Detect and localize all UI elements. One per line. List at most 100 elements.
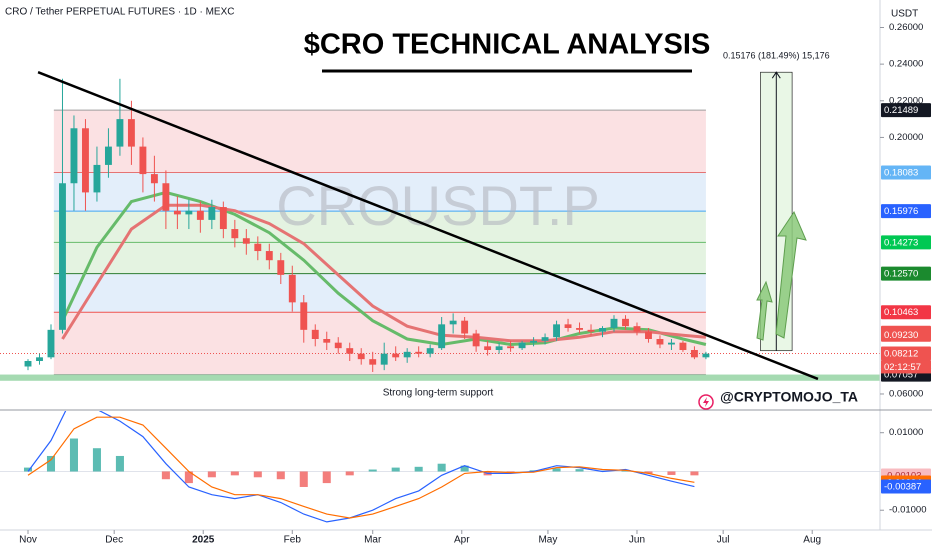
macd-histogram — [391, 467, 400, 472]
candle-body — [380, 353, 388, 365]
candle-body — [587, 329, 595, 332]
candle-body — [104, 146, 112, 165]
y-tick-label: 0.24000 — [889, 59, 923, 70]
candle-body — [392, 353, 400, 358]
candle-body — [196, 210, 204, 220]
x-tick-label: Mar — [364, 535, 382, 546]
candle-body — [70, 128, 78, 184]
candle-body — [185, 210, 193, 215]
x-tick-label: May — [538, 535, 557, 546]
y-tick-label: 0.06000 — [889, 388, 923, 399]
price-badge — [881, 305, 931, 320]
candle-body — [150, 174, 158, 184]
macd-histogram — [552, 468, 561, 472]
support-label: Strong long-term support — [383, 387, 494, 398]
candle-body — [449, 320, 457, 325]
arrow-large — [775, 210, 807, 339]
macd-histogram — [184, 471, 193, 484]
macd-histogram — [575, 469, 584, 472]
fib-band — [53, 110, 706, 173]
price-badge-label: 0.12570 — [884, 269, 918, 280]
candle-body — [484, 346, 492, 350]
macd-histogram — [230, 471, 239, 476]
candle-body — [656, 339, 664, 345]
candle-body — [541, 337, 549, 341]
candle-body — [415, 351, 423, 354]
candle-body — [334, 342, 342, 349]
candle-body — [24, 360, 32, 367]
trendline — [37, 71, 819, 381]
candle-body — [208, 207, 216, 220]
candle-body — [622, 318, 629, 327]
moving-average — [61, 203, 707, 343]
currency: USDT — [891, 9, 918, 20]
macd-histogram — [437, 463, 446, 472]
price-badge-label: 0.21489 — [884, 105, 918, 116]
candle-body — [139, 146, 147, 175]
fib-band — [53, 273, 706, 313]
price-badge — [881, 266, 931, 281]
candle-body — [610, 318, 618, 329]
candle-body — [323, 339, 331, 343]
macd-histogram — [322, 471, 331, 484]
y-tick-label: 0.26000 — [889, 22, 923, 33]
candle-body — [403, 351, 411, 358]
logo-icon — [698, 394, 714, 410]
candle-body — [438, 324, 446, 349]
macd-pane — [0, 411, 880, 523]
candle-body — [357, 353, 365, 360]
candle-body — [702, 353, 710, 358]
price-badge-label: 0.15976 — [884, 206, 918, 217]
header: CRO / Tether PERPETUAL FUTURES · 1D · ME… — [5, 7, 235, 18]
candle-body — [116, 119, 124, 147]
candle-body — [668, 342, 675, 345]
macd-histogram — [690, 471, 699, 476]
candle-body — [36, 357, 43, 361]
candle-body — [127, 119, 135, 147]
candle-body — [59, 183, 66, 330]
macd-histogram — [276, 471, 285, 480]
macd-histogram — [46, 455, 56, 472]
macd-y-tick-label: -0.01000 — [889, 505, 927, 516]
macd-y-tick-label: 0.01000 — [889, 427, 923, 438]
candle-body — [564, 324, 572, 329]
price-badge — [881, 235, 931, 250]
price-badge — [881, 327, 931, 342]
price-badge — [881, 479, 931, 494]
fib-band — [53, 211, 706, 243]
watermark: CROUSDT.P — [276, 174, 600, 237]
price-badge-label: 0.14273 — [884, 237, 918, 248]
macd-histogram — [460, 465, 469, 472]
macd-histogram — [368, 469, 377, 472]
x-tick-label: Jul — [717, 535, 730, 546]
macd-histogram — [253, 471, 262, 478]
macd-histogram — [92, 448, 101, 472]
candle-body — [599, 328, 606, 332]
logo-bolt — [703, 397, 709, 407]
candle-body — [690, 349, 698, 358]
candle-body — [645, 331, 652, 340]
macd-histogram — [414, 466, 423, 472]
candle-body — [495, 346, 503, 350]
macd-histogram — [207, 471, 216, 478]
candle-body — [311, 329, 319, 340]
candle-body — [576, 328, 583, 330]
candle-body — [369, 359, 377, 365]
price-badge-label: 0.10463 — [884, 307, 918, 318]
countdown: 02:12:57 — [884, 362, 921, 373]
candle-body — [472, 333, 480, 347]
candle-body — [288, 274, 296, 303]
arrow-small — [756, 280, 773, 341]
x-tick-label: Nov — [19, 535, 37, 546]
candle-body — [47, 329, 55, 358]
price-badge-label: 0.09230 — [884, 330, 918, 341]
x-tick-label: 2025 — [192, 535, 215, 546]
macd-histogram — [345, 471, 354, 476]
candle-body — [507, 346, 515, 349]
candle-body — [93, 164, 101, 193]
support-zone — [0, 374, 880, 381]
macd-histogram — [23, 467, 33, 472]
candle-body — [346, 348, 354, 354]
candle-body — [277, 260, 285, 275]
